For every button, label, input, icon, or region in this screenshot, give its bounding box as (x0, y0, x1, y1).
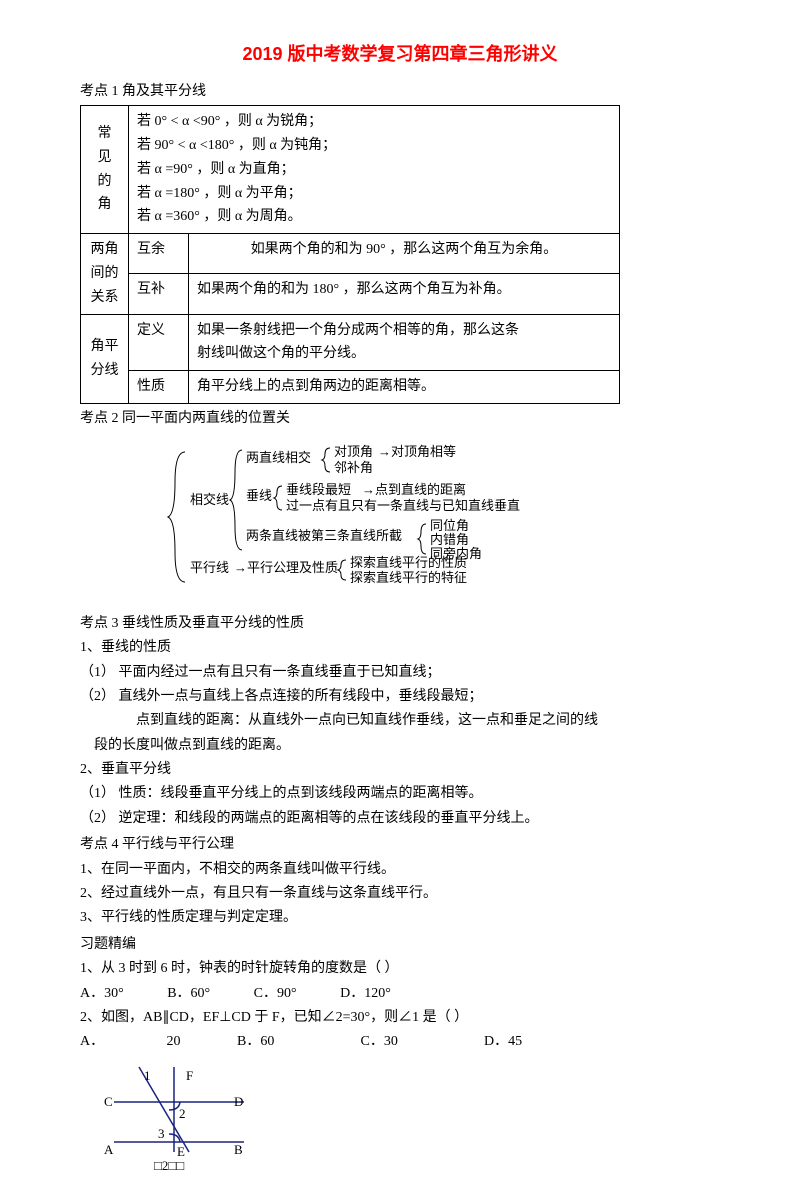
svg-text:F: F (186, 1068, 193, 1083)
svg-text:→平行公理及性质: →平行公理及性质 (234, 560, 338, 575)
kp4-label: 考点 4 平行线与平行公理 (80, 834, 720, 856)
q1-opt-b: B．60° (167, 983, 210, 1005)
kp3-1c-l1: 点到直线的距离：从直线外一点向已知直线作垂线，这一点和垂足之间的线 (80, 710, 720, 732)
svg-text:3: 3 (158, 1126, 165, 1141)
svg-text:内错角: 内错角 (430, 532, 469, 547)
svg-text:探索直线平行的性质: 探索直线平行的性质 (350, 555, 467, 570)
cell-bisector-def: 如果一条射线把一个角分成两个相等的角，那么这条射线叫做这个角的平分线。 (189, 314, 620, 371)
kp3-2: 2、垂直平分线 (80, 759, 720, 781)
q2-opt-b: B．60 (237, 1031, 357, 1053)
svg-text:□2□□: □2□□ (154, 1158, 184, 1172)
q2-opt-a: A． (80, 1031, 110, 1053)
svg-text:A: A (104, 1142, 114, 1157)
table-row: 常见的角 若 0° < α <90° ，则 α 为锐角； 若 90° < α <… (81, 106, 620, 234)
q2-opt-d: D．45 (484, 1031, 564, 1053)
svg-text:邻补角: 邻补角 (334, 460, 373, 475)
page-title: 2019 版中考数学复习第四章三角形讲义 (80, 40, 720, 69)
exercises-label: 习题精编 (80, 934, 720, 956)
kp3-1a: （1） 平面内经过一点有且只有一条直线垂直于已知直线； (80, 662, 720, 684)
kp3-2b: （2） 逆定理：和线段的两端点的距离相等的点在该线段的垂直平分线上。 (80, 808, 720, 830)
svg-text:过一点有且只有一条直线与已知直线垂直: 过一点有且只有一条直线与已知直线垂直 (286, 498, 520, 513)
q2-options: A． 20 B．60 C．30 D．45 (80, 1031, 720, 1053)
cell-common-angle: 常见的角 (81, 106, 129, 234)
svg-text:垂线段最短: 垂线段最短 (286, 482, 351, 497)
kp3-1c-l2: 段的长度叫做点到直线的距离。 (80, 735, 720, 757)
svg-text:对顶角: 对顶角 (334, 444, 373, 459)
cell-supplementary-def: 如果两个角的和为 180° ，那么这两个角互为补角。 (189, 274, 620, 314)
table-row: 两角间的关系 互余 如果两个角的和为 90° ，那么这两个角互为余角。 (81, 234, 620, 274)
cell-angle-relation: 两角间的关系 (81, 234, 129, 314)
cell-complementary-def: 如果两个角的和为 90° ，那么这两个角互为余角。 (189, 234, 620, 274)
kp3-1b: （2） 直线外一点与直线上各点连接的所有线段中，垂线段最短； (80, 686, 720, 708)
kp1-label: 考点 1 角及其平分线 (80, 81, 720, 103)
q1-options: A．30° B．60° C．90° D．120° (80, 983, 720, 1005)
q2-text: 2、如图，AB∥CD，EF⊥CD 于 F，已知∠2=30°，则∠1 是（ ） (80, 1007, 720, 1029)
angle-table: 常见的角 若 0° < α <90° ，则 α 为锐角； 若 90° < α <… (80, 105, 620, 404)
svg-text:E: E (177, 1144, 185, 1159)
position-tree-diagram: 相交线 平行线 两直线相交 垂线 两条直线被第三条直线所截 对顶角 →对顶角相等… (160, 442, 720, 592)
q1-text: 1、从 3 时到 6 时，钟表的时针旋转角的度数是（ ） (80, 958, 720, 980)
svg-text:2: 2 (179, 1106, 186, 1121)
svg-text:平行线: 平行线 (190, 560, 229, 575)
svg-text:相交线: 相交线 (190, 492, 229, 507)
q1-opt-a: A．30° (80, 983, 124, 1005)
svg-text:两直线相交: 两直线相交 (246, 450, 311, 465)
kp4-1: 1、在同一平面内，不相交的两条直线叫做平行线。 (80, 859, 720, 881)
svg-text:B: B (234, 1142, 243, 1157)
kp3-label: 考点 3 垂线性质及垂直平分线的性质 (80, 613, 720, 635)
cell-bisector-prop: 角平分线上的点到角两边的距离相等。 (189, 371, 620, 404)
svg-text:探索直线平行的特征: 探索直线平行的特征 (350, 570, 467, 585)
kp2-label: 考点 2 同一平面内两直线的位置关 (80, 408, 720, 430)
svg-text:C: C (104, 1094, 113, 1109)
q1-opt-c: C．90° (254, 983, 297, 1005)
table-row: 互补 如果两个角的和为 180° ，那么这两个角互为补角。 (81, 274, 620, 314)
svg-text:同位角: 同位角 (430, 518, 469, 533)
svg-text:1: 1 (144, 1068, 151, 1083)
svg-text:→点到直线的距离: →点到直线的距离 (362, 482, 466, 497)
svg-text:两条直线被第三条直线所截: 两条直线被第三条直线所截 (246, 528, 402, 543)
cell-bisector-def-label: 定义 (129, 314, 189, 371)
q2-opt-a2: 20 (114, 1031, 234, 1053)
q1-opt-d: D．120° (340, 983, 391, 1005)
svg-text:垂线: 垂线 (246, 488, 272, 503)
cell-supplementary: 互补 (129, 274, 189, 314)
kp3-1: 1、垂线的性质 (80, 637, 720, 659)
cell-bisector: 角平分线 (81, 314, 129, 403)
q2-opt-c: C．30 (361, 1031, 481, 1053)
cell-complementary: 互余 (129, 234, 189, 274)
svg-text:D: D (234, 1094, 243, 1109)
kp4-2: 2、经过直线外一点，有且只有一条直线与这条直线平行。 (80, 883, 720, 905)
cell-angle-defs: 若 0° < α <90° ，则 α 为锐角； 若 90° < α <180° … (129, 106, 620, 234)
geometry-figure: 1 F C D 2 3 A E B □2□□ (94, 1062, 274, 1172)
table-row: 性质 角平分线上的点到角两边的距离相等。 (81, 371, 620, 404)
cell-bisector-prop-label: 性质 (129, 371, 189, 404)
svg-text:→对顶角相等: →对顶角相等 (378, 444, 456, 459)
kp3-2a: （1） 性质：线段垂直平分线上的点到该线段两端点的距离相等。 (80, 783, 720, 805)
kp4-3: 3、平行线的性质定理与判定定理。 (80, 907, 720, 929)
table-row: 角平分线 定义 如果一条射线把一个角分成两个相等的角，那么这条射线叫做这个角的平… (81, 314, 620, 371)
